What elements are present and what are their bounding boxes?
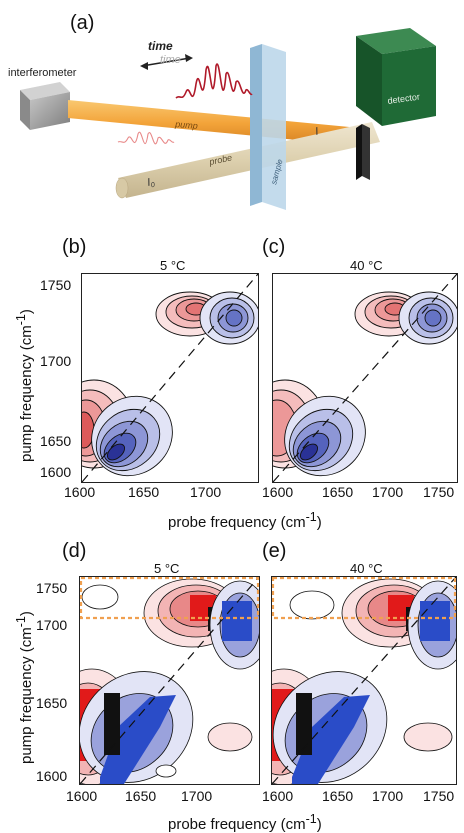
x-tick: 1750 bbox=[423, 484, 455, 500]
x-tick: 1700 bbox=[372, 484, 404, 500]
y-tick: 1650 bbox=[40, 433, 72, 449]
plot-b bbox=[81, 273, 259, 483]
pump-label: pump bbox=[174, 119, 198, 131]
panel-c-title: 40 °C bbox=[350, 258, 383, 273]
y-tick: 1600 bbox=[36, 768, 68, 784]
detector-icon bbox=[356, 28, 436, 180]
panel-e-title: 40 °C bbox=[350, 561, 383, 576]
probe-I0-label: I0 bbox=[146, 176, 156, 190]
pump-beam bbox=[68, 100, 360, 146]
y-tick: 1750 bbox=[36, 580, 68, 596]
panel-c-label: (c) bbox=[262, 236, 286, 258]
probe-pulse-icon bbox=[117, 131, 175, 145]
x-tick: 1750 bbox=[423, 788, 455, 804]
top-y-axis-label: pump frequency (cm-1) bbox=[14, 309, 35, 462]
plot-c bbox=[272, 273, 458, 483]
x-tick: 1600 bbox=[262, 788, 294, 804]
time-shadow-label: time bbox=[160, 54, 181, 66]
x-tick: 1600 bbox=[64, 484, 96, 500]
time-label: time bbox=[148, 39, 173, 53]
panel-b-title: 5 °C bbox=[160, 258, 186, 273]
panel-a-label: (a) bbox=[70, 12, 95, 34]
probe-I-label: I bbox=[314, 126, 319, 138]
x-tick: 1700 bbox=[190, 484, 222, 500]
panel-d-label: (d) bbox=[62, 540, 87, 562]
x-tick: 1700 bbox=[181, 788, 213, 804]
sample-icon bbox=[250, 44, 286, 210]
experiment-schematic: interferometer pump probe I0 I sample de… bbox=[8, 28, 436, 210]
interferometer-icon bbox=[20, 82, 70, 130]
pump-pulse-icon bbox=[175, 63, 253, 99]
x-tick: 1650 bbox=[125, 788, 157, 804]
probe-beam bbox=[115, 122, 380, 199]
y-tick: 1600 bbox=[40, 464, 72, 480]
x-tick: 1650 bbox=[322, 484, 354, 500]
x-tick: 1650 bbox=[128, 484, 160, 500]
y-tick: 1700 bbox=[36, 617, 68, 633]
interferometer-label: interferometer bbox=[8, 67, 77, 79]
y-tick: 1650 bbox=[36, 695, 68, 711]
panel-e-label: (e) bbox=[262, 540, 287, 562]
detector-label: detector bbox=[387, 92, 421, 106]
x-tick: 1600 bbox=[262, 484, 294, 500]
bottom-x-axis-label: probe frequency (cm-1) bbox=[168, 812, 322, 833]
time-arrow-icon bbox=[140, 54, 193, 70]
probe-label: probe bbox=[207, 152, 233, 167]
y-tick: 1700 bbox=[40, 353, 72, 369]
panel-b-label: (b) bbox=[62, 236, 87, 258]
bottom-y-axis-label: pump frequency (cm-1) bbox=[14, 611, 35, 764]
x-tick: 1700 bbox=[372, 788, 404, 804]
x-tick: 1600 bbox=[66, 788, 98, 804]
x-tick: 1650 bbox=[322, 788, 354, 804]
plot-e bbox=[271, 576, 457, 785]
plot-d bbox=[79, 576, 260, 785]
panel-d-title: 5 °C bbox=[154, 561, 180, 576]
top-x-axis-label: probe frequency (cm-1) bbox=[168, 510, 322, 531]
y-tick: 1750 bbox=[40, 277, 72, 293]
